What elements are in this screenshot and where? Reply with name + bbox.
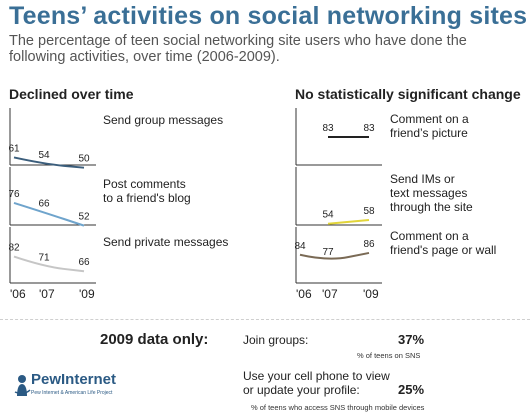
chart-label-picture-line2: friend’s picture bbox=[390, 126, 468, 140]
data-label: 54 bbox=[38, 150, 50, 161]
logo-wordmark: PewInternet bbox=[31, 371, 117, 388]
chart-label-ims-line1: Send IMs or bbox=[390, 172, 455, 186]
page-subtitle: The percentage of teen social networking… bbox=[9, 33, 467, 65]
cell-phone-value: 25% bbox=[398, 382, 425, 397]
pew-logo-icon bbox=[14, 375, 31, 396]
year-tick: '07 bbox=[39, 287, 55, 301]
data-label: 76 bbox=[8, 189, 20, 200]
series-line bbox=[327, 218, 370, 225]
data-label: 61 bbox=[8, 143, 20, 154]
logo-tagline: Pew Internet & American Life Project bbox=[31, 390, 113, 396]
chart-label-ims-line3: through the site bbox=[390, 200, 473, 214]
data-label: 77 bbox=[322, 247, 334, 258]
series-line bbox=[13, 255, 85, 273]
join-groups-value: 37% bbox=[398, 332, 425, 347]
year-tick: '06 bbox=[10, 287, 26, 301]
year-tick: '09 bbox=[79, 287, 95, 301]
data-label: 71 bbox=[38, 253, 50, 264]
data-label: 52 bbox=[78, 212, 90, 223]
section-heading-declined: Declined over time bbox=[9, 86, 134, 102]
chart-label-ims-line2: text messages bbox=[390, 186, 468, 200]
series-line bbox=[13, 201, 85, 227]
cell-phone-label-line1: Use your cell phone to view bbox=[243, 369, 390, 383]
data-label: 50 bbox=[78, 154, 90, 165]
data-label: 66 bbox=[38, 198, 50, 209]
section-divider bbox=[0, 319, 530, 320]
cell-phone-note: % of teens who access SNS through mobile… bbox=[251, 403, 425, 412]
chart-label-private-messages: Send private messages bbox=[103, 235, 229, 249]
series-line bbox=[13, 156, 85, 169]
cell-phone-label-line2: or update your profile: bbox=[243, 383, 360, 397]
data-label: 66 bbox=[78, 257, 90, 268]
chart-label-wall-line1: Comment on a bbox=[390, 229, 469, 243]
data-label: 86 bbox=[363, 239, 375, 250]
chart-label-wall-line2: friend's page or wall bbox=[390, 243, 497, 257]
year-tick: '07 bbox=[322, 287, 338, 301]
series-line bbox=[299, 251, 370, 260]
data-label: 58 bbox=[363, 206, 375, 217]
chart-label-picture-line1: Comment on a bbox=[390, 112, 469, 126]
join-groups-note: % of teens on SNS bbox=[357, 351, 421, 360]
data-label: 82 bbox=[8, 243, 20, 254]
page-title: Teens’ activities on social networking s… bbox=[9, 2, 528, 30]
data-label: 84 bbox=[294, 241, 306, 252]
chart-label-blog-line2: to a friend's blog bbox=[103, 191, 191, 205]
year-tick: '09 bbox=[363, 287, 379, 301]
year-tick: '06 bbox=[296, 287, 312, 301]
data-label: 83 bbox=[363, 123, 375, 134]
join-groups-label: Join groups: bbox=[243, 333, 309, 347]
data-label: 83 bbox=[322, 123, 334, 134]
chart-label-group-messages: Send group messages bbox=[103, 113, 224, 127]
section-heading-no-change: No statistically significant change bbox=[295, 86, 521, 102]
chart-label-blog-line1: Post comments bbox=[103, 177, 186, 191]
data-label: 54 bbox=[322, 210, 334, 221]
data-2009-heading: 2009 data only: bbox=[100, 331, 209, 348]
